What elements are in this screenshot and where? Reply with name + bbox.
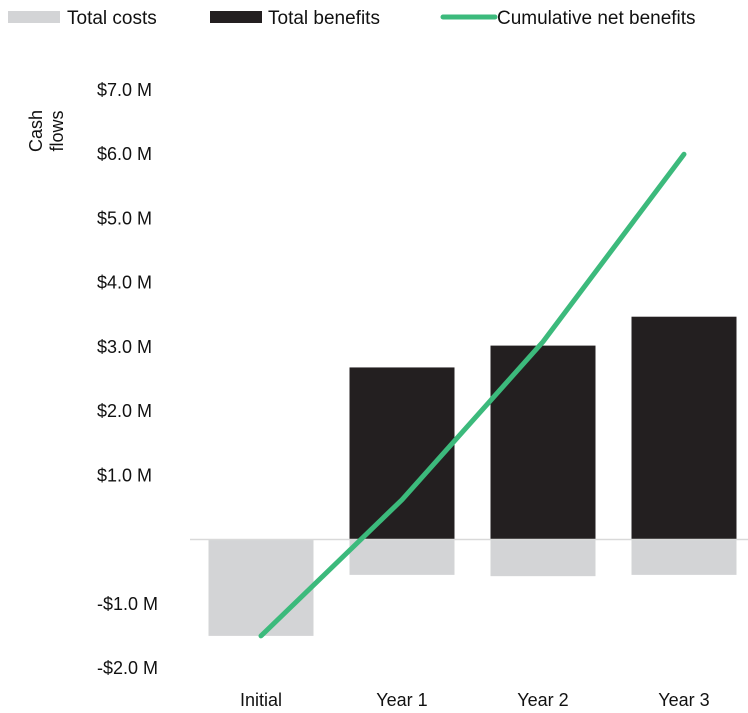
y-axis-label: Cash flows [26, 110, 67, 152]
bar-total-costs [208, 539, 314, 636]
line-cumulative-net-benefits [258, 151, 687, 639]
y-tick-label: $7.0 M [97, 80, 152, 100]
x-category-label: Year 3 [658, 690, 709, 710]
y-tick-label: $2.0 M [97, 401, 152, 421]
legend-swatch-1 [210, 11, 262, 23]
y-tick-label: $4.0 M [97, 273, 152, 293]
bars [208, 316, 737, 636]
x-category-label: Year 1 [376, 690, 427, 710]
bar-total-costs [490, 539, 596, 577]
legend-label-0: Total costs [67, 8, 157, 29]
x-category-label: Initial [240, 690, 282, 710]
x-axis-categories: Initial Year 1 Year 2 Year 3 [240, 690, 710, 710]
bar-total-costs [631, 539, 737, 575]
bar-total-benefits [349, 367, 455, 540]
y-tick-label: $3.0 M [97, 337, 152, 357]
x-category-label: Year 2 [517, 690, 568, 710]
bar-total-benefits [631, 316, 737, 540]
y-axis-label-line2: flows [47, 110, 67, 151]
legend: Total costs Total benefits Cumulative net … [8, 8, 696, 29]
legend-label-1: Total benefits [268, 8, 380, 29]
legend-label-2: Cumulative net benefits [497, 8, 696, 29]
y-tick-label: -$2.0 M [97, 658, 158, 678]
y-axis-label-line1: Cash [26, 110, 46, 152]
y-tick-label: -$1.0 M [97, 594, 158, 614]
y-tick-label: $1.0 M [97, 465, 152, 485]
y-tick-label: $5.0 M [97, 208, 152, 228]
bar-total-costs [349, 539, 455, 575]
y-tick-label: $6.0 M [97, 144, 152, 164]
legend-swatch-0 [8, 11, 60, 23]
y-axis-ticks: -$2.0 M -$1.0 M $1.0 M $2.0 M $3.0 M $4.0 M $5… [97, 80, 158, 678]
bar-total-benefits [490, 345, 596, 540]
line-series [258, 151, 687, 639]
